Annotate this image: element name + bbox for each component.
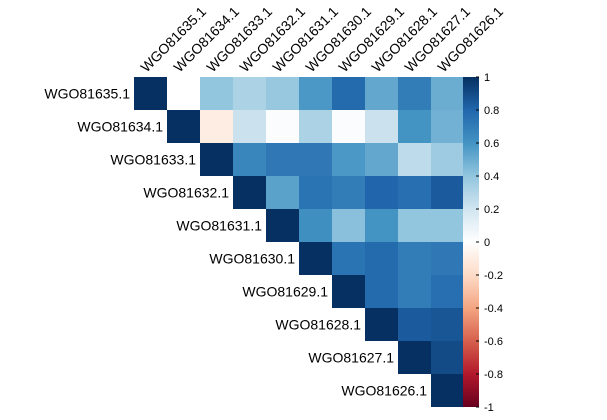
cell-WGO81631.1-WGO81626.1 <box>431 209 464 242</box>
cell-WGO81634.1-WGO81632.1 <box>233 110 266 143</box>
colorbar: 1 0.8 0.6 0.4 0.2 0 -0.2 -0.4 -0.6 -0.8 -1 <box>463 72 503 414</box>
cell-WGO81628.1-WGO81626.1 <box>431 308 464 341</box>
cell-WGO81631.1-WGO81631.1 <box>266 209 299 242</box>
cell-WGO81634.1-WGO81634.1 <box>167 110 200 143</box>
cell-WGO81635.1-WGO81635.1 <box>134 77 167 110</box>
cell-WGO81634.1-WGO81630.1 <box>299 110 332 143</box>
cell-WGO81627.1-WGO81627.1 <box>398 341 431 374</box>
cell-WGO81634.1-WGO81631.1 <box>266 110 299 143</box>
cell-WGO81632.1-WGO81632.1 <box>233 176 266 209</box>
row-label: WGO81630.1 <box>209 251 295 267</box>
cell-WGO81632.1-WGO81630.1 <box>299 176 332 209</box>
row-label: WGO81629.1 <box>242 284 328 300</box>
row-label: WGO81632.1 <box>143 185 229 201</box>
cell-WGO81630.1-WGO81626.1 <box>431 242 464 275</box>
cell-WGO81633.1-WGO81630.1 <box>299 143 332 176</box>
cell-WGO81633.1-WGO81632.1 <box>233 143 266 176</box>
cell-WGO81631.1-WGO81627.1 <box>398 209 431 242</box>
colorbar-tick-label: 0 <box>484 237 490 249</box>
cell-WGO81628.1-WGO81628.1 <box>365 308 398 341</box>
row-label: WGO81633.1 <box>110 152 196 168</box>
cell-WGO81629.1-WGO81628.1 <box>365 275 398 308</box>
row-label: WGO81627.1 <box>308 350 394 366</box>
colorbar-tick-label: 0.4 <box>484 171 499 183</box>
cell-WGO81635.1-WGO81629.1 <box>332 77 365 110</box>
colorbar-tick-label: 0.6 <box>484 138 499 150</box>
column-labels: WGO81635.1WGO81634.1WGO81633.1WGO81632.1… <box>137 3 506 75</box>
cell-WGO81629.1-WGO81627.1 <box>398 275 431 308</box>
cell-WGO81628.1-WGO81627.1 <box>398 308 431 341</box>
cell-WGO81633.1-WGO81633.1 <box>200 143 233 176</box>
colorbar-gradient <box>463 77 479 407</box>
row-labels: WGO81635.1 WGO81634.1 WGO81633.1 WGO81632.1… <box>44 86 427 399</box>
colorbar-tick-label: -0.8 <box>484 369 503 381</box>
cell-WGO81634.1-WGO81626.1 <box>431 110 464 143</box>
heatmap-cells <box>134 77 464 407</box>
cell-WGO81630.1-WGO81628.1 <box>365 242 398 275</box>
cell-WGO81630.1-WGO81629.1 <box>332 242 365 275</box>
colorbar-tick-label: 0.2 <box>484 204 499 216</box>
cell-WGO81635.1-WGO81633.1 <box>200 77 233 110</box>
cell-WGO81632.1-WGO81631.1 <box>266 176 299 209</box>
row-label: WGO81635.1 <box>44 86 130 102</box>
cell-WGO81633.1-WGO81628.1 <box>365 143 398 176</box>
cell-WGO81635.1-WGO81631.1 <box>266 77 299 110</box>
cell-WGO81635.1-WGO81634.1 <box>167 77 200 110</box>
cell-WGO81630.1-WGO81630.1 <box>299 242 332 275</box>
colorbar-tick-label: -0.6 <box>484 336 503 348</box>
row-label: WGO81631.1 <box>176 218 262 234</box>
cell-WGO81635.1-WGO81632.1 <box>233 77 266 110</box>
cell-WGO81632.1-WGO81629.1 <box>332 176 365 209</box>
colorbar-tick-label: -0.2 <box>484 270 503 282</box>
cell-WGO81635.1-WGO81626.1 <box>431 77 464 110</box>
row-label: WGO81628.1 <box>275 317 361 333</box>
cell-WGO81633.1-WGO81629.1 <box>332 143 365 176</box>
row-label: WGO81626.1 <box>341 383 427 399</box>
cell-WGO81631.1-WGO81630.1 <box>299 209 332 242</box>
cell-WGO81630.1-WGO81627.1 <box>398 242 431 275</box>
cell-WGO81633.1-WGO81627.1 <box>398 143 431 176</box>
cell-WGO81633.1-WGO81626.1 <box>431 143 464 176</box>
cell-WGO81633.1-WGO81631.1 <box>266 143 299 176</box>
cell-WGO81635.1-WGO81630.1 <box>299 77 332 110</box>
cell-WGO81634.1-WGO81628.1 <box>365 110 398 143</box>
colorbar-tick-label: -1 <box>484 402 494 414</box>
cell-WGO81627.1-WGO81626.1 <box>431 341 464 374</box>
cell-WGO81629.1-WGO81629.1 <box>332 275 365 308</box>
colorbar-tick-label: 1 <box>484 72 490 84</box>
cell-WGO81635.1-WGO81627.1 <box>398 77 431 110</box>
cell-WGO81631.1-WGO81628.1 <box>365 209 398 242</box>
colorbar-tick-label: -0.4 <box>484 303 503 315</box>
cell-WGO81632.1-WGO81627.1 <box>398 176 431 209</box>
cell-WGO81632.1-WGO81626.1 <box>431 176 464 209</box>
cell-WGO81632.1-WGO81628.1 <box>365 176 398 209</box>
cell-WGO81634.1-WGO81633.1 <box>200 110 233 143</box>
row-label: WGO81634.1 <box>77 119 163 135</box>
cell-WGO81635.1-WGO81628.1 <box>365 77 398 110</box>
cell-WGO81634.1-WGO81627.1 <box>398 110 431 143</box>
cell-WGO81631.1-WGO81629.1 <box>332 209 365 242</box>
cell-WGO81629.1-WGO81626.1 <box>431 275 464 308</box>
cell-WGO81634.1-WGO81629.1 <box>332 110 365 143</box>
cell-WGO81626.1-WGO81626.1 <box>431 374 464 407</box>
colorbar-tick-label: 0.8 <box>484 105 499 117</box>
